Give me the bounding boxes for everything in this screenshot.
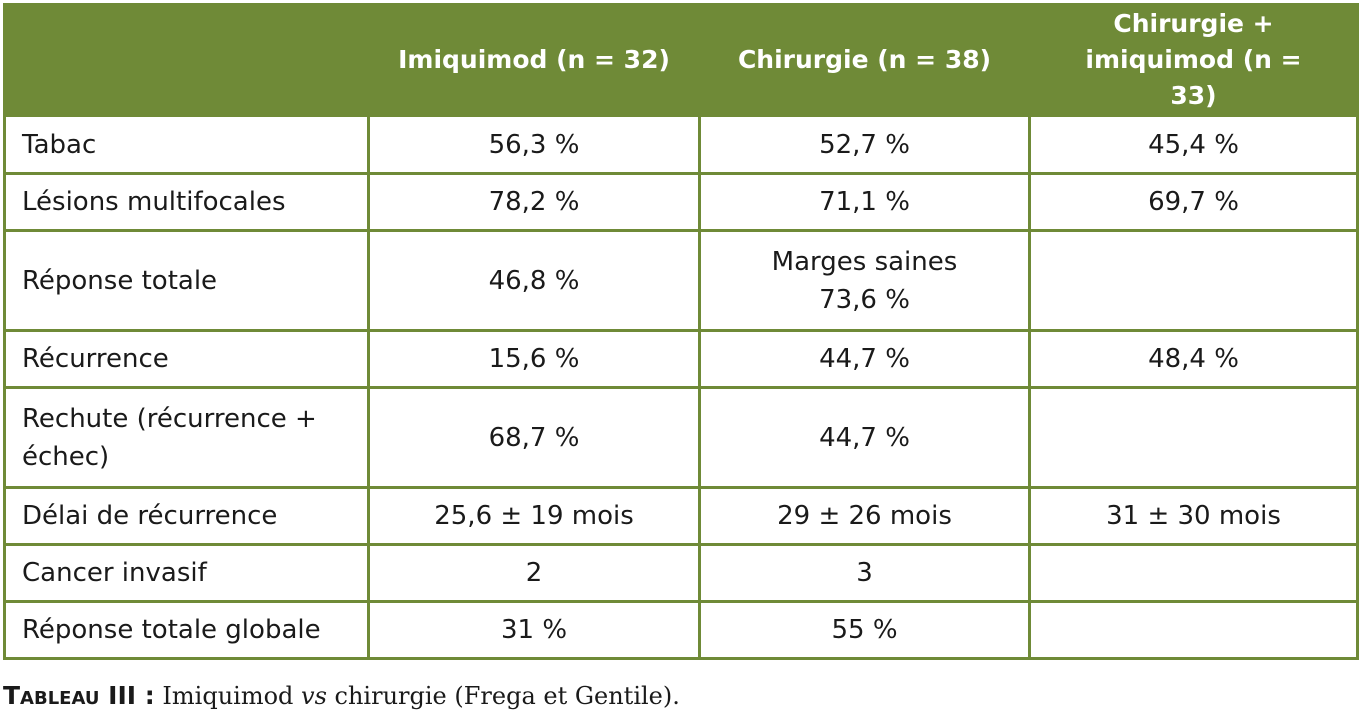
header-row: Imiquimod (n = 32) Chirurgie (n = 38) Ch… xyxy=(3,3,1359,117)
table-row: Récurrence 15,6 % 44,7 % 48,4 % xyxy=(3,329,1359,389)
cell-chirurgie: 3 xyxy=(698,543,1031,603)
caption-text-after: chirurgie (Frega et Gentile). xyxy=(326,682,680,710)
table-row: Réponse totale 46,8 % Marges saines 73,6… xyxy=(3,229,1359,332)
table-row: Délai de récurrence 25,6 ± 19 mois 29 ± … xyxy=(3,486,1359,546)
row-label: Rechute (récurrence + échec) xyxy=(3,386,370,489)
row-label: Réponse totale globale xyxy=(3,600,370,660)
cell-chirurgie: 44,7 % xyxy=(698,329,1031,389)
cell-imiquimod: 46,8 % xyxy=(367,229,701,332)
cell-chirurgie: Marges saines 73,6 % xyxy=(698,229,1031,332)
cell-chirurgie-imiquimod: 31 ± 30 mois xyxy=(1028,486,1359,546)
row-label: Réponse totale xyxy=(3,229,370,332)
header-imiquimod: Imiquimod (n = 32) xyxy=(367,3,701,117)
row-label: Cancer invasif xyxy=(3,543,370,603)
cell-chirurgie-imiquimod xyxy=(1028,600,1359,660)
row-label: Récurrence xyxy=(3,329,370,389)
cell-chirurgie-imiquimod xyxy=(1028,543,1359,603)
cell-chirurgie-imiquimod xyxy=(1028,229,1359,332)
row-label: Tabac xyxy=(3,114,370,175)
cell-chirurgie-imiquimod: 69,7 % xyxy=(1028,172,1359,232)
table-header: Imiquimod (n = 32) Chirurgie (n = 38) Ch… xyxy=(3,3,1359,117)
header-corner-cell xyxy=(3,3,370,117)
cell-imiquimod: 31 % xyxy=(367,600,701,660)
table-row: Lésions multifocales 78,2 % 71,1 % 69,7 … xyxy=(3,172,1359,232)
row-label: Lésions multifocales xyxy=(3,172,370,232)
row-label: Délai de récurrence xyxy=(3,486,370,546)
cell-chirurgie: 52,7 % xyxy=(698,114,1031,175)
caption-text-before: Imiquimod xyxy=(154,682,302,710)
cell-imiquimod: 56,3 % xyxy=(367,114,701,175)
table-row: Réponse totale globale 31 % 55 % xyxy=(3,600,1359,660)
cell-imiquimod: 68,7 % xyxy=(367,386,701,489)
table-caption: Tableau III : Imiquimod vs chirurgie (Fr… xyxy=(3,680,680,712)
cell-chirurgie-imiquimod: 48,4 % xyxy=(1028,329,1359,389)
caption-label: Tableau III : xyxy=(3,681,155,710)
data-table: Imiquimod (n = 32) Chirurgie (n = 38) Ch… xyxy=(3,3,1359,660)
header-chirurgie: Chirurgie (n = 38) xyxy=(698,3,1031,117)
cell-chirurgie: 29 ± 26 mois xyxy=(698,486,1031,546)
cell-imiquimod: 25,6 ± 19 mois xyxy=(367,486,701,546)
cell-imiquimod: 78,2 % xyxy=(367,172,701,232)
cell-imiquimod: 15,6 % xyxy=(367,329,701,389)
caption-italic: vs xyxy=(301,682,327,710)
table-body: Tabac 56,3 % 52,7 % 45,4 % Lésions multi… xyxy=(3,114,1359,660)
cell-chirurgie: 71,1 % xyxy=(698,172,1031,232)
table-row: Tabac 56,3 % 52,7 % 45,4 % xyxy=(3,114,1359,175)
cell-chirurgie: 55 % xyxy=(698,600,1031,660)
cell-chirurgie: 44,7 % xyxy=(698,386,1031,489)
header-chirurgie-imiquimod: Chirurgie + imiquimod (n = 33) xyxy=(1028,3,1359,117)
cell-chirurgie-imiquimod: 45,4 % xyxy=(1028,114,1359,175)
table-row: Rechute (récurrence + échec) 68,7 % 44,7… xyxy=(3,386,1359,489)
cell-chirurgie-imiquimod xyxy=(1028,386,1359,489)
cell-imiquimod: 2 xyxy=(367,543,701,603)
table-row: Cancer invasif 2 3 xyxy=(3,543,1359,603)
